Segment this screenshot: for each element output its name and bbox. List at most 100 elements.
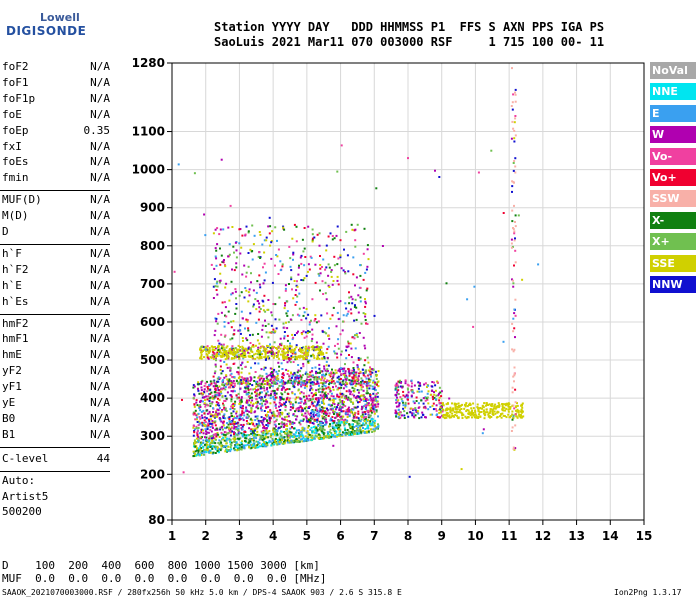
echo-point bbox=[469, 403, 471, 406]
echo-point bbox=[280, 362, 283, 365]
echo-point bbox=[260, 335, 263, 338]
echo-point bbox=[398, 404, 401, 407]
echo-point bbox=[294, 294, 297, 296]
echo-point bbox=[237, 447, 240, 450]
echo-point bbox=[317, 399, 320, 402]
echo-point bbox=[446, 402, 449, 405]
echo-point bbox=[206, 431, 209, 434]
echo-point bbox=[261, 375, 264, 378]
echo-point bbox=[201, 450, 204, 453]
echo-point bbox=[337, 347, 340, 350]
echo-point bbox=[306, 332, 309, 334]
echo-point bbox=[258, 306, 261, 309]
echo-point bbox=[312, 422, 315, 425]
echo-point bbox=[220, 441, 223, 444]
echo-point bbox=[249, 312, 252, 315]
echo-point bbox=[256, 430, 259, 433]
echo-point bbox=[397, 393, 400, 396]
echo-point bbox=[266, 388, 268, 391]
echo-point bbox=[366, 419, 369, 422]
echo-point bbox=[338, 413, 341, 416]
echo-point bbox=[491, 403, 494, 406]
legend-e: E bbox=[650, 104, 696, 122]
echo-point bbox=[286, 339, 289, 342]
echo-point bbox=[328, 266, 331, 269]
echo-point bbox=[370, 410, 373, 412]
echo-point bbox=[399, 396, 402, 399]
echo-point bbox=[233, 439, 236, 442]
echo-point bbox=[225, 397, 228, 400]
echo-point bbox=[298, 380, 301, 383]
echo-point bbox=[340, 350, 343, 353]
echo-point bbox=[377, 426, 380, 429]
echo-point bbox=[415, 411, 418, 413]
echo-point bbox=[220, 447, 223, 450]
echo-point bbox=[264, 429, 267, 432]
param-value: N/A bbox=[90, 75, 110, 89]
echo-point bbox=[198, 416, 201, 418]
echo-point bbox=[246, 361, 249, 363]
echo-point bbox=[351, 336, 354, 339]
echo-point bbox=[286, 388, 289, 391]
echo-point bbox=[206, 445, 209, 448]
echo-point bbox=[265, 392, 268, 395]
echo-point bbox=[196, 431, 199, 434]
echo-point bbox=[298, 406, 301, 409]
echo-point bbox=[249, 418, 252, 421]
echo-point bbox=[301, 438, 304, 440]
echo-point bbox=[351, 376, 354, 379]
echo-point bbox=[263, 366, 266, 369]
echo-point bbox=[326, 348, 329, 351]
echo-point bbox=[230, 444, 233, 447]
echo-point bbox=[284, 382, 286, 385]
echo-point bbox=[272, 380, 275, 383]
echo-point bbox=[214, 442, 217, 445]
echo-point bbox=[320, 422, 323, 424]
param-row: foF1 N/A bbox=[2, 76, 110, 91]
echo-point bbox=[514, 165, 517, 168]
echo-point bbox=[231, 430, 233, 433]
echo-point bbox=[278, 405, 280, 408]
echo-point bbox=[259, 420, 262, 423]
echo-point bbox=[514, 157, 517, 160]
echo-point bbox=[407, 391, 410, 394]
echo-point bbox=[352, 367, 355, 369]
echo-point bbox=[487, 412, 490, 415]
echo-point bbox=[353, 376, 356, 379]
echo-point bbox=[265, 236, 268, 239]
echo-point bbox=[353, 319, 356, 322]
echo-point bbox=[236, 449, 239, 452]
echo-point bbox=[233, 433, 235, 436]
echo-point bbox=[322, 379, 325, 382]
echo-point bbox=[252, 402, 255, 405]
echo-point bbox=[240, 396, 243, 399]
echo-point bbox=[252, 432, 255, 435]
echo-point bbox=[258, 384, 261, 387]
echo-point bbox=[289, 431, 292, 434]
echo-point bbox=[465, 417, 468, 420]
echo-point bbox=[315, 370, 318, 373]
echo-point bbox=[514, 298, 517, 301]
x-tick-label: 13 bbox=[568, 529, 585, 543]
echo-point bbox=[228, 253, 231, 256]
echo-point bbox=[317, 382, 320, 385]
echo-point bbox=[219, 359, 222, 362]
echo-point bbox=[294, 376, 297, 379]
echo-point bbox=[271, 439, 274, 442]
echo-point bbox=[357, 395, 360, 398]
echo-point bbox=[510, 137, 513, 140]
echo-point bbox=[203, 388, 206, 391]
echo-point bbox=[272, 328, 275, 331]
echo-point bbox=[342, 419, 345, 422]
echo-point bbox=[457, 406, 460, 409]
echo-point bbox=[291, 314, 294, 317]
echo-point bbox=[305, 373, 308, 376]
echo-point bbox=[254, 435, 257, 438]
echo-point bbox=[206, 380, 208, 383]
echo-point bbox=[347, 410, 349, 413]
echo-point bbox=[328, 286, 331, 288]
echo-point bbox=[196, 434, 199, 437]
echo-point bbox=[290, 345, 293, 348]
echo-point bbox=[503, 403, 506, 406]
echo-point bbox=[317, 351, 320, 354]
